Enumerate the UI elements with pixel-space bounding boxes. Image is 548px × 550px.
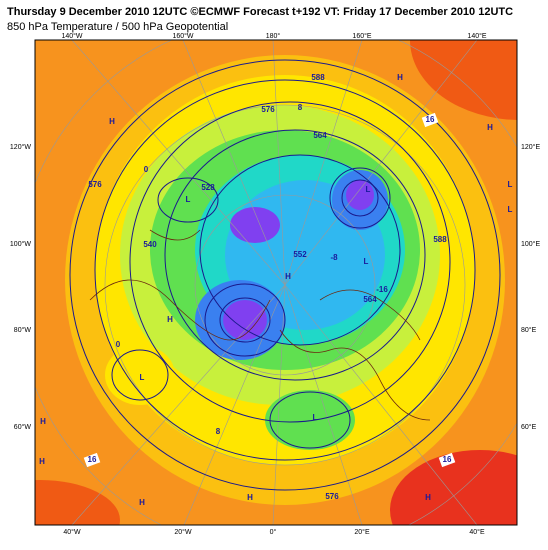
- title-line-2: 850 hPa Temperature / 500 hPa Geopotenti…: [7, 21, 228, 33]
- edge-label: 80°E: [521, 326, 537, 334]
- pressure-center: L: [186, 195, 191, 204]
- edge-label: 20°W: [174, 528, 192, 536]
- pressure-center: H: [487, 123, 493, 132]
- pressure-center: H: [285, 272, 291, 281]
- pressure-center: H: [109, 117, 115, 126]
- edge-label: 60°E: [521, 423, 537, 431]
- pressure-center: L: [140, 373, 145, 382]
- pressure-center: H: [397, 73, 403, 82]
- pressure-center: L: [364, 257, 369, 266]
- contour-label: 16: [88, 455, 97, 464]
- edge-label: 80°W: [14, 326, 32, 334]
- contour-label: 0: [116, 340, 121, 349]
- pressure-center: H: [139, 498, 145, 507]
- pressure-center: L: [508, 180, 513, 189]
- edge-label: 140°E: [467, 32, 486, 40]
- contour-label: 564: [363, 295, 377, 304]
- label-box: [421, 112, 439, 128]
- contour-label: 576: [325, 492, 339, 501]
- pressure-center: L: [313, 413, 318, 422]
- contour-label: 564: [313, 131, 327, 140]
- pressure-center: H: [167, 315, 173, 324]
- edge-label: 160°E: [352, 32, 371, 40]
- contour-label: 576: [88, 180, 102, 189]
- edge-label: 120°E: [521, 143, 540, 151]
- edge-label: 180°: [266, 32, 281, 40]
- pressure-center: H: [247, 493, 253, 502]
- edge-label: 160°W: [172, 32, 193, 40]
- edge-label: 40°W: [63, 528, 81, 536]
- contour-label: -8: [330, 253, 338, 262]
- pressure-center: L: [508, 205, 513, 214]
- contour-label: 16: [426, 115, 435, 124]
- edge-label: 20°E: [354, 528, 370, 536]
- edge-label: 140°W: [61, 32, 82, 40]
- contour-label: 0: [144, 165, 149, 174]
- edge-label: 60°W: [14, 423, 32, 431]
- label-box: [83, 452, 101, 468]
- contour-label: 8: [216, 427, 221, 436]
- edge-label: 100°W: [10, 240, 31, 248]
- edge-label: 0°: [270, 528, 277, 536]
- contour-label: 588: [311, 73, 325, 82]
- title-line-1: Thursday 9 December 2010 12UTC ©ECMWF Fo…: [7, 6, 513, 18]
- pressure-center: H: [40, 417, 46, 426]
- contour-label: 16: [443, 455, 452, 464]
- contour-label: 588: [433, 235, 447, 244]
- edge-label: 120°W: [10, 143, 31, 151]
- pressure-center: H: [425, 493, 431, 502]
- contour-label: 540: [143, 240, 157, 249]
- pressure-center: L: [366, 185, 371, 194]
- contour-label: -16: [376, 285, 388, 294]
- edge-label: 40°E: [469, 528, 485, 536]
- contour-label: 528: [201, 183, 215, 192]
- label-box: [438, 452, 456, 468]
- pressure-center: H: [39, 457, 45, 466]
- contour-label: 576: [261, 105, 275, 114]
- edge-label: 100°E: [521, 240, 540, 248]
- contour-label: 552: [293, 250, 307, 259]
- map-frame: [34, 39, 518, 526]
- contour-label: 8: [298, 103, 303, 112]
